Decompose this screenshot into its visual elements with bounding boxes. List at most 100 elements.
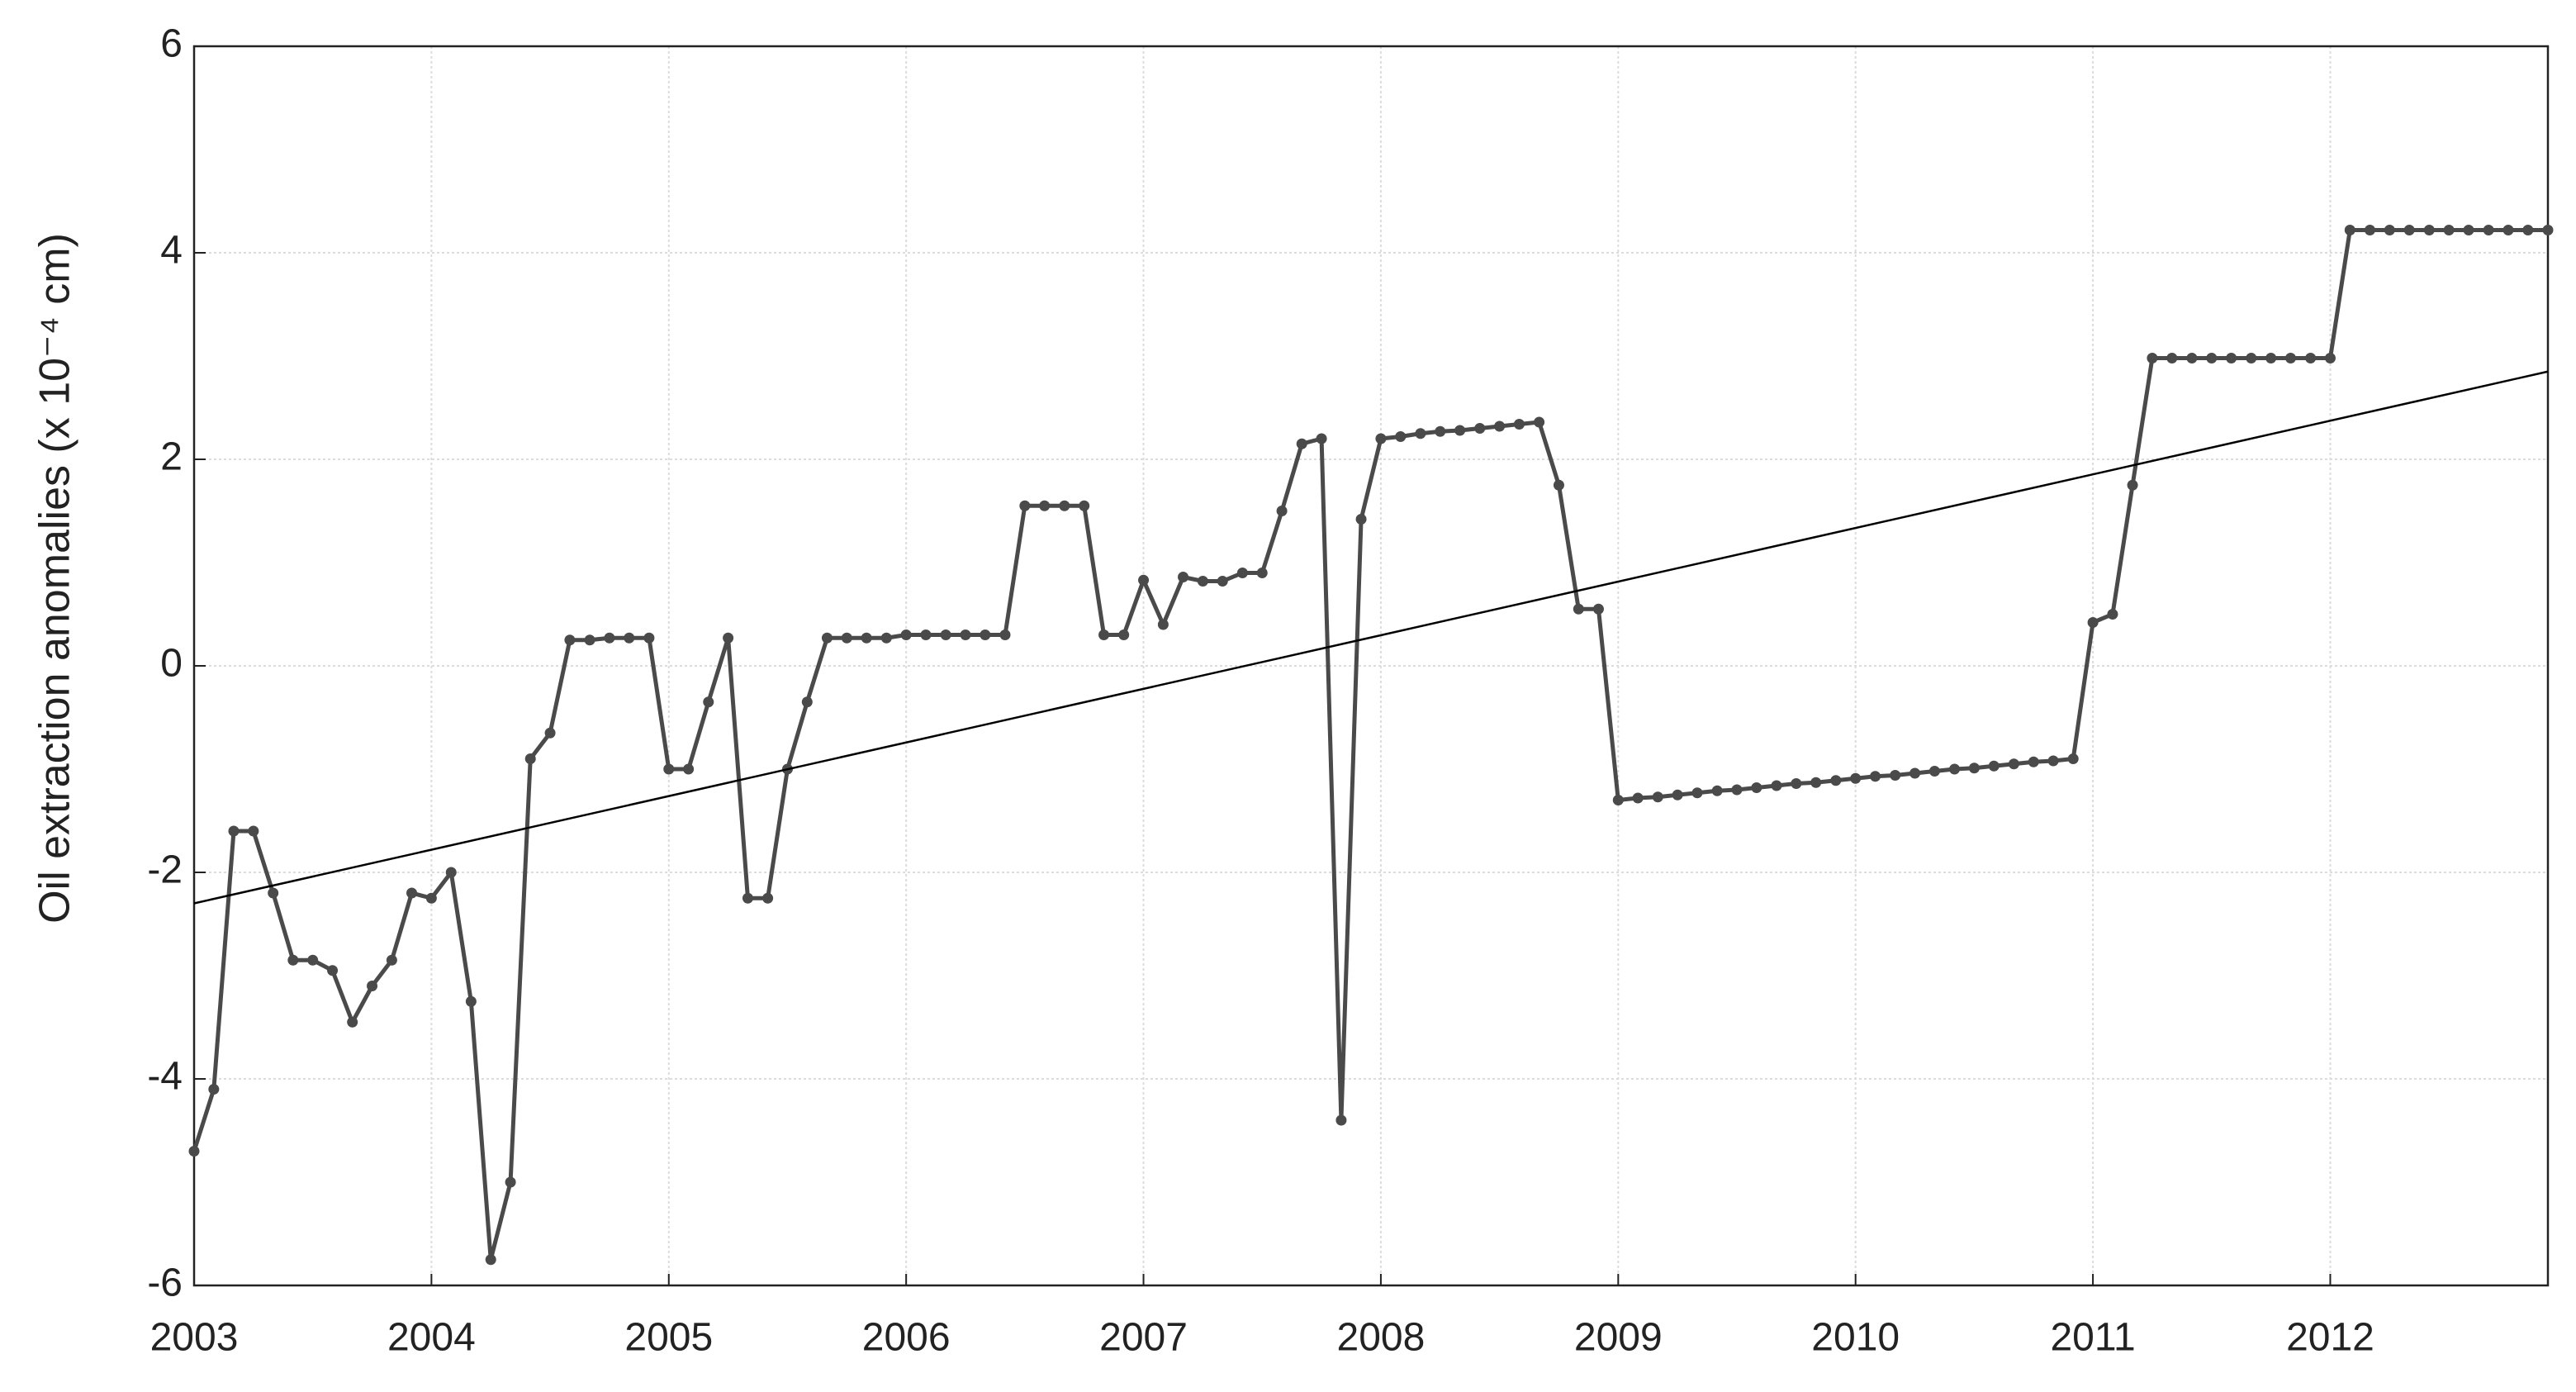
data-point [1909,767,1921,779]
data-point [1375,433,1387,444]
x-tick-label: 2003 [150,1316,239,1360]
data-point [1513,419,1525,430]
data-point [1691,787,1703,799]
data-point [1019,500,1031,511]
data-point [1573,603,1584,615]
data-point [2522,225,2534,235]
data-point [1316,433,1327,444]
data-point [406,887,418,899]
data-point [2087,617,2099,628]
x-tick-label: 2006 [862,1316,951,1360]
data-point [1256,568,1268,578]
y-tick-label: 0 [160,642,183,686]
data-point [801,696,813,708]
data-point [2364,225,2375,235]
data-point [1928,766,1940,777]
data-point [327,965,339,976]
data-point [2047,755,2059,767]
data-point [1395,431,1407,442]
data-point [604,632,615,644]
y-tick-label: -4 [147,1055,183,1099]
data-point [1632,792,1644,804]
data-point [1157,619,1169,630]
data-line [192,228,2548,1262]
data-point [1059,500,1070,511]
y-axis-label: Oil extraction anomalies (x 10⁻⁴ cm) [31,233,79,924]
data-point [2265,353,2277,363]
y-tick-label: 2 [160,435,183,479]
data-point [248,825,259,837]
data-point [425,892,437,904]
data-point [1197,576,1208,587]
data-point [465,995,477,1007]
data-point [1415,428,1426,439]
data-point [1890,770,1901,781]
data-point [940,629,951,640]
data-point [2463,225,2474,235]
x-tick-label: 2009 [1574,1316,1663,1360]
data-point [1217,576,1228,587]
data-point [1276,506,1288,516]
data-point [960,629,971,640]
y-tick-label: 4 [160,229,183,273]
data-point [723,632,734,644]
data-point [1474,423,1486,434]
x-tick-label: 2008 [1337,1316,1426,1360]
data-point [2384,225,2395,235]
data-point [742,892,753,904]
data-point [2443,225,2455,235]
data-point [584,634,595,646]
data-point [2542,225,2554,235]
data-point [841,632,852,644]
data-point [2226,353,2237,363]
data-point [188,1146,200,1157]
data-point [2284,353,2296,363]
data-point [1711,785,1723,796]
trend-line [193,370,2549,905]
y-tick-label: -6 [147,1261,183,1305]
data-point [1810,777,1822,788]
data-point [228,825,240,837]
data-point [445,867,457,878]
data-point [624,632,635,644]
data-point [208,1084,220,1095]
data-point [861,632,872,644]
data-point [1118,629,1130,640]
data-point [1870,771,1881,782]
data-point [2246,353,2257,363]
data-point [821,632,833,644]
data-point [2127,479,2138,491]
x-tick-label: 2007 [1099,1316,1188,1360]
data-point [1850,772,1862,784]
data-point [2403,225,2415,235]
data-point [347,1016,358,1028]
data-point [268,887,279,899]
data-point [643,632,655,644]
data-point [544,727,556,739]
data-point [920,629,932,640]
data-point [2324,353,2336,363]
data-point [1652,791,1663,803]
data-point [1534,416,1545,428]
x-tick-label: 2012 [2286,1316,2374,1360]
data-point [1553,479,1564,491]
data-point [1178,572,1189,582]
y-tick-label: 6 [160,22,183,66]
data-point [703,696,714,708]
x-tick-label: 2010 [1811,1316,1900,1360]
data-point [1335,1114,1347,1126]
data-point [1751,782,1762,793]
data-point [1296,438,1307,449]
data-point [1612,795,1624,805]
data-point [1672,789,1683,801]
data-point [367,981,378,991]
data-point [980,629,991,640]
data-point [1949,763,1961,775]
plot-frame [192,45,2550,1287]
data-point [2423,225,2435,235]
data-point [1988,760,2000,772]
data-point [880,632,892,644]
data-point [999,629,1011,640]
data-point [2206,353,2218,363]
